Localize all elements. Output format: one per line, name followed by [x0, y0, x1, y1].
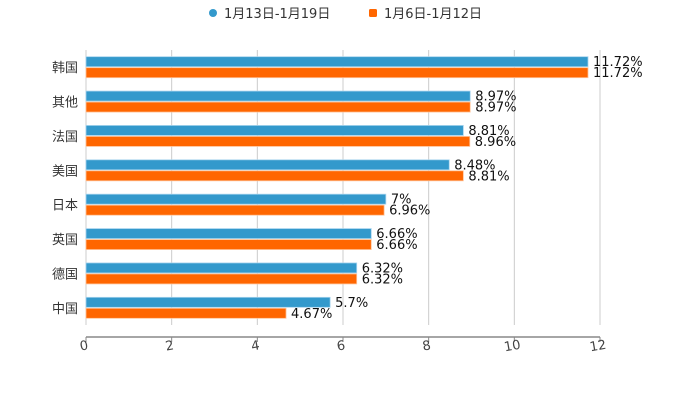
category-label: 其他: [52, 96, 78, 111]
data-label: 8.48%: [454, 158, 495, 173]
bar-week-jan13: [85, 228, 372, 239]
data-label: 6.96%: [389, 204, 430, 219]
data-label: 4.67%: [291, 307, 332, 322]
bar-week-jan6: [85, 273, 358, 285]
category-label: 法国: [52, 130, 78, 145]
bar-week-jan13: [85, 262, 358, 274]
bar-week-jan13: [85, 90, 471, 102]
legend-label: 1月13日-1月19日: [224, 7, 330, 22]
legend-label: 1月6日-1月12日: [384, 7, 482, 22]
bar-week-jan6: [85, 204, 385, 216]
bar-week-jan13: [85, 296, 331, 308]
category-label: 日本: [52, 199, 78, 214]
data-label: 6.32%: [362, 261, 403, 276]
legend-marker: [209, 9, 217, 17]
data-label: 8.81%: [468, 124, 509, 139]
x-tick-label: 4: [250, 338, 261, 354]
category-label: 美国: [52, 164, 78, 179]
bar-week-jan6: [85, 307, 287, 319]
data-label: 8.96%: [475, 135, 516, 150]
x-tick-label: 10: [503, 338, 522, 356]
data-label: 6.32%: [362, 272, 403, 287]
category-label: 中国: [52, 302, 78, 317]
bar-week-jan13: [85, 193, 387, 205]
x-tick-label: 8: [421, 338, 432, 354]
data-label: 8.97%: [475, 90, 516, 105]
category-label: 德国: [52, 267, 78, 282]
data-label: 5.7%: [335, 296, 368, 311]
category-label: 英国: [52, 233, 78, 248]
data-label: 6.66%: [376, 238, 417, 253]
x-tick-label: 2: [164, 338, 175, 354]
x-tick-label: 0: [79, 338, 90, 354]
bar-week-jan6: [85, 170, 464, 182]
category-label: 韩国: [52, 61, 78, 76]
bar-week-jan13: [85, 159, 450, 171]
data-label: 11.72%: [593, 66, 643, 81]
bar-week-jan6: [85, 67, 589, 79]
legend-marker: [369, 9, 377, 17]
data-label: 11.72%: [593, 55, 643, 70]
bar-week-jan6: [85, 136, 471, 147]
bar-week-jan6: [85, 239, 372, 250]
data-label: 8.97%: [475, 101, 516, 116]
data-label: 8.81%: [468, 169, 509, 184]
x-tick-label: 12: [589, 338, 608, 356]
x-tick-label: 6: [336, 338, 347, 354]
bar-week-jan6: [85, 101, 471, 113]
bar-week-jan13: [85, 125, 464, 136]
bar-week-jan13: [85, 56, 589, 68]
data-label: 7%: [391, 193, 412, 208]
data-label: 6.66%: [376, 227, 417, 242]
